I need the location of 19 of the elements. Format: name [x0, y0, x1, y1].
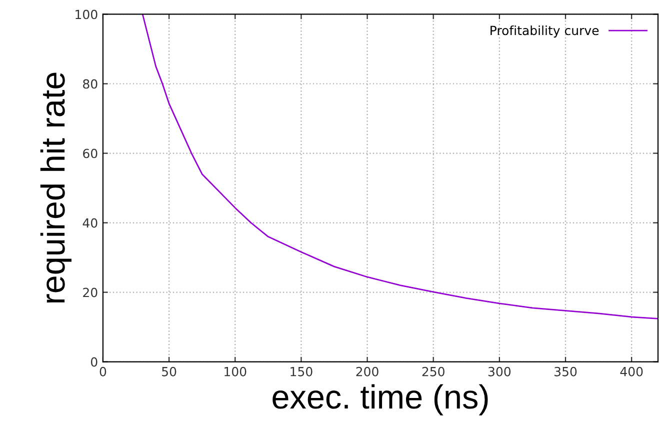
y-tick-label: 20 — [83, 288, 98, 298]
x-tick-label: 100 — [224, 366, 246, 376]
x-tick-label: 300 — [488, 366, 511, 376]
y-tick-label: 80 — [83, 79, 98, 89]
x-tick-label: 0 — [100, 366, 106, 376]
y-tick-label: 0 — [90, 357, 98, 367]
x-tick-label: 250 — [422, 366, 444, 376]
x-tick-label: 350 — [554, 366, 577, 376]
y-axis-title: required hit rate — [40, 72, 72, 303]
y-tick-label: 60 — [83, 148, 98, 158]
y-tick-label: 40 — [82, 218, 98, 228]
x-tick-label: 200 — [356, 366, 378, 376]
y-tick-label: 100 — [76, 10, 98, 20]
x-axis-title: exec. time (ns) — [272, 384, 488, 416]
x-tick-label: 50 — [162, 366, 176, 376]
x-tick-label: 400 — [620, 366, 643, 376]
legend-label: Profitability curve — [490, 25, 599, 38]
x-tick-label: 150 — [290, 366, 312, 376]
line-series — [142, 14, 658, 320]
